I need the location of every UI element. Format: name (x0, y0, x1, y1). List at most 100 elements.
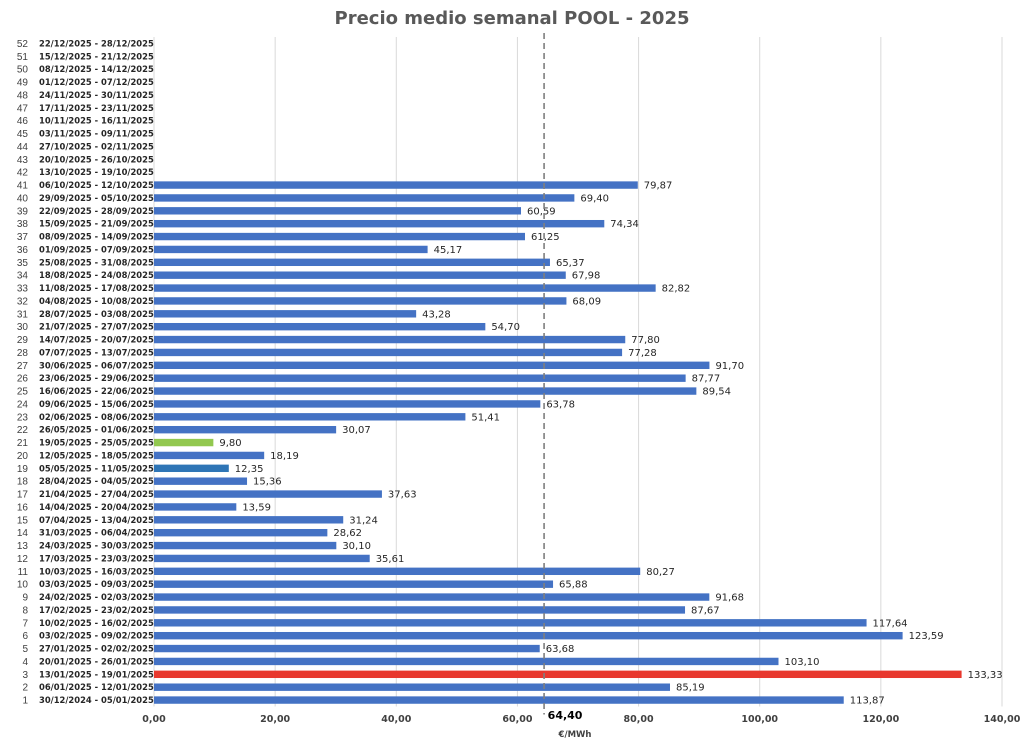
bar (154, 619, 867, 627)
data-label: 28,62 (333, 528, 362, 539)
week-date-range: 14/07/2025 - 20/07/2025 (39, 335, 154, 345)
data-label: 87,67 (691, 605, 720, 616)
data-label: 30,07 (342, 425, 371, 436)
week-date-range: 13/10/2025 - 19/10/2025 (39, 167, 154, 177)
data-labels: 79,87 69,40 60,59 74,34 61,25 45,17 65,37 67,98… (219, 181, 1002, 707)
data-label: 65,37 (556, 258, 585, 269)
week-number: 19 (17, 464, 29, 475)
week-number: 18 (17, 477, 29, 488)
data-label: 113,87 (850, 696, 885, 707)
week-date-range: 17/11/2025 - 23/11/2025 (39, 103, 154, 113)
bar (154, 696, 844, 704)
bar (154, 387, 697, 395)
week-date-range: 20/10/2025 - 26/10/2025 (39, 154, 154, 164)
week-date-range: 13/01/2025 - 19/01/2025 (39, 669, 154, 679)
week-date-range: 10/02/2025 - 16/02/2025 (39, 618, 154, 628)
bar (154, 284, 656, 292)
week-date-range: 17/03/2025 - 23/03/2025 (39, 553, 154, 563)
week-number: 41 (17, 181, 29, 192)
data-label: 77,80 (631, 335, 660, 346)
week-date-range: 06/01/2025 - 12/01/2025 (39, 682, 154, 692)
data-label: 54,70 (491, 322, 520, 333)
week-number: 15 (17, 515, 29, 526)
bar (154, 310, 417, 318)
bar (154, 670, 962, 679)
data-label: 103,10 (784, 657, 819, 668)
week-number: 17 (17, 490, 29, 501)
data-label: 77,28 (628, 348, 657, 359)
week-date-range: 03/03/2025 - 09/03/2025 (39, 579, 154, 589)
data-label: 74,34 (610, 219, 639, 230)
week-date-range: 28/04/2025 - 04/05/2025 (39, 476, 154, 486)
week-number: 50 (17, 65, 29, 76)
week-date-range: 06/10/2025 - 12/10/2025 (39, 180, 154, 190)
bar (154, 464, 229, 473)
bar (154, 631, 903, 640)
data-label: 31,24 (349, 515, 378, 526)
week-date-range: 01/12/2025 - 07/12/2025 (39, 77, 154, 87)
week-date-range: 24/02/2025 - 02/03/2025 (39, 592, 154, 602)
week-number: 24 (17, 399, 29, 410)
week-date-range: 27/01/2025 - 02/02/2025 (39, 644, 154, 654)
bar (154, 541, 337, 550)
week-number: 12 (17, 554, 29, 565)
week-number: 16 (17, 502, 29, 513)
week-date-range: 08/09/2025 - 14/09/2025 (39, 232, 154, 242)
x-tick-label: 60,00 (502, 714, 532, 725)
week-date-range: 30/06/2025 - 06/07/2025 (39, 360, 154, 370)
week-number: 35 (17, 258, 29, 269)
week-number: 13 (17, 541, 29, 552)
week-date-range: 26/05/2025 - 01/06/2025 (39, 425, 154, 435)
week-date-range: 18/08/2025 - 24/08/2025 (39, 270, 154, 280)
week-number: 7 (22, 618, 28, 629)
bar (154, 644, 540, 653)
week-date-range: 23/06/2025 - 29/06/2025 (39, 373, 154, 383)
week-number: 38 (17, 219, 29, 230)
week-number: 20 (17, 451, 29, 462)
data-label: 68,09 (572, 296, 601, 307)
data-label: 80,27 (646, 567, 675, 578)
week-number: 48 (17, 90, 29, 101)
week-number: 29 (17, 335, 29, 346)
week-number: 51 (17, 52, 29, 63)
data-label: 87,77 (692, 374, 721, 385)
week-date-range: 21/07/2025 - 27/07/2025 (39, 322, 154, 332)
week-number: 23 (17, 412, 29, 423)
week-date-range: 15/09/2025 - 21/09/2025 (39, 219, 154, 229)
week-number: 40 (17, 193, 29, 204)
week-date-range: 14/04/2025 - 20/04/2025 (39, 502, 154, 512)
bar (154, 580, 554, 588)
week-number: 11 (18, 567, 29, 578)
bar (154, 181, 638, 189)
data-label: 117,64 (873, 618, 908, 629)
data-label: 67,98 (572, 271, 601, 282)
x-tick-label: 120,00 (863, 714, 900, 725)
week-number: 30 (17, 322, 29, 333)
week-number: 9 (22, 593, 28, 604)
x-tick-label: 100,00 (741, 714, 778, 725)
week-number: 46 (17, 116, 29, 127)
week-number: 34 (17, 271, 29, 282)
bar (154, 477, 248, 485)
week-date-range: 10/03/2025 - 16/03/2025 (39, 566, 154, 576)
week-date-range: 04/08/2025 - 10/08/2025 (39, 296, 154, 306)
bar (154, 438, 214, 447)
week-date-range: 11/08/2025 - 17/08/2025 (39, 283, 154, 293)
week-date-range: 24/11/2025 - 30/11/2025 (39, 90, 154, 100)
data-label: 43,28 (422, 309, 451, 320)
x-axis-ticks: 0,00 20,00 40,00 60,00 80,00 100,00 120,00 140,… (142, 714, 1020, 725)
week-number: 2 (22, 683, 28, 694)
data-label: 60,59 (527, 206, 556, 217)
bar (154, 554, 370, 563)
week-date-range: 09/06/2025 - 15/06/2025 (39, 399, 154, 409)
bar (154, 232, 525, 241)
week-date-range: 08/12/2025 - 14/12/2025 (39, 64, 154, 74)
gridlines (153, 37, 1003, 707)
bar (154, 335, 626, 344)
week-number: 27 (17, 361, 29, 372)
bar (154, 219, 605, 228)
week-date-range: 07/04/2025 - 13/04/2025 (39, 515, 154, 525)
